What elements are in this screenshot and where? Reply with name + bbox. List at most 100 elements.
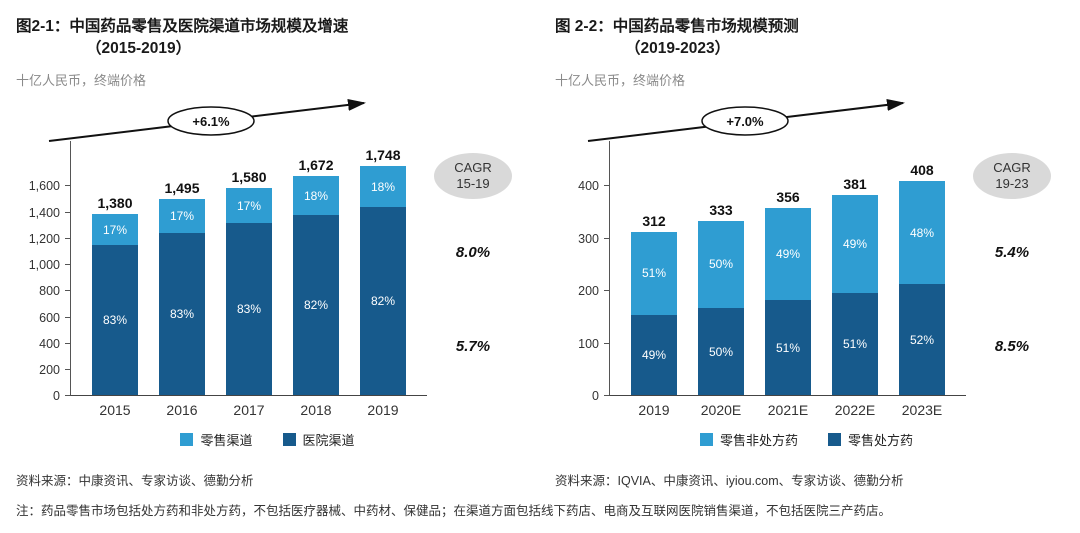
bar-segment-零售处方药: 49%	[631, 315, 677, 396]
bars-area: 312 51% 49% 2019 333 50% 50% 2020E 356 49% 51% 2021…	[609, 141, 966, 418]
bar-2020E: 333 50% 50% 2020E	[698, 202, 744, 418]
bar-total-label: 312	[642, 212, 666, 229]
segment-percent-label: 82%	[370, 294, 396, 309]
y-tick-label: 0	[53, 389, 60, 404]
x-axis-label: 2023E	[901, 402, 943, 419]
segment-percent-label: 18%	[370, 179, 396, 194]
growth-arrow-svg: +7.0%	[587, 99, 905, 143]
legend-swatch	[180, 433, 194, 447]
bar-stack: 18% 82%	[360, 165, 406, 396]
x-axis-label: 2017	[233, 402, 265, 419]
bars-area: 1,380 17% 83% 2015 1,495 17% 83% 2016 1,580 17% 83…	[70, 141, 427, 418]
growth-arrow: +7.0%	[585, 91, 1058, 147]
legend: 零售非处方药 零售处方药	[555, 430, 1058, 449]
y-tick-label: 400	[39, 336, 60, 351]
y-tick-label: 300	[578, 231, 599, 246]
segment-percent-label: 83%	[169, 306, 195, 321]
bar-total-label: 356	[776, 189, 800, 206]
segment-percent-label: 17%	[169, 208, 195, 223]
y-tick-label: 800	[39, 284, 60, 299]
y-tick-mark	[65, 369, 70, 371]
segment-percent-label: 52%	[909, 332, 935, 347]
y-tick-label: 0	[592, 389, 599, 404]
y-tick-mark	[65, 237, 70, 239]
legend-item-零售处方药: 零售处方药	[828, 430, 913, 449]
bar-stack: 17% 83%	[159, 199, 205, 396]
chart-title-years: （2015-2019）	[86, 39, 192, 57]
x-axis-label: 2021E	[767, 402, 809, 419]
bar-stack: 17% 83%	[92, 214, 138, 396]
bar-stack: 17% 83%	[226, 188, 272, 396]
legend-label: 零售渠道	[200, 433, 253, 449]
segment-percent-label: 50%	[708, 344, 734, 359]
y-tick-mark	[65, 264, 70, 266]
segment-percent-label: 51%	[842, 337, 868, 352]
cagr-column: CAGR 19-23 5.4% 8.5%	[966, 141, 1058, 396]
segment-percent-label: 50%	[708, 257, 734, 272]
bar-2022E: 381 49% 51% 2022E	[832, 176, 878, 418]
bar-stack: 50% 50%	[698, 220, 744, 396]
bar-segment-零售处方药: 51%	[765, 300, 811, 396]
segment-percent-label: 82%	[303, 298, 329, 313]
chart-title-years: （2019-2023）	[625, 39, 731, 57]
legend-swatch	[828, 433, 841, 447]
bar-total-label: 408	[910, 162, 934, 179]
bar-segment-零售处方药: 51%	[832, 293, 878, 396]
y-tick-mark	[604, 290, 609, 292]
bar-2019: 1,748 18% 82% 2019	[360, 147, 406, 418]
cagr-value-retail: 8.0%	[455, 244, 491, 262]
y-tick-mark	[604, 395, 609, 397]
bar-segment-医院渠道: 82%	[360, 207, 406, 396]
bar-segment-医院渠道: 83%	[159, 232, 205, 396]
y-tick-label: 1,600	[28, 179, 60, 194]
y-tick-mark	[65, 211, 70, 213]
legend-swatch	[699, 433, 713, 447]
x-axis-label: 2015	[99, 402, 131, 419]
bar-total-label: 1,495	[164, 180, 200, 197]
growth-rate-ellipse	[701, 106, 789, 137]
segment-percent-label: 48%	[909, 225, 935, 240]
segment-percent-label: 49%	[641, 348, 667, 363]
bar-2023E: 408 48% 52% 2023E	[899, 162, 945, 418]
bar-stack: 49% 51%	[765, 208, 811, 396]
cagr-bubble: CAGR 19-23	[973, 153, 1051, 200]
bar-segment-零售渠道: 17%	[226, 188, 272, 224]
segment-percent-label: 17%	[102, 222, 128, 237]
bar-segment-零售渠道: 17%	[159, 199, 205, 233]
cagr-bubble-line1: CAGR	[454, 160, 492, 176]
y-tick-label: 1,000	[28, 258, 60, 273]
y-tick-mark	[604, 185, 609, 187]
plot-area: 0 200 400 600 800 1,000 1,200 1,400 1,600 1,380 1…	[16, 141, 519, 418]
legend-label: 零售处方药	[848, 433, 914, 449]
y-tick-mark	[604, 237, 609, 239]
chart-title: 图2-1：中国药品零售及医院渠道市场规模及增速	[16, 18, 349, 35]
bar-2016: 1,495 17% 83% 2016	[159, 180, 205, 418]
x-axis-label: 2019	[638, 402, 670, 419]
growth-rate-label: +6.1%	[192, 114, 230, 129]
x-axis-label: 2018	[300, 402, 332, 419]
bar-stack: 18% 82%	[293, 175, 339, 396]
bar-segment-医院渠道: 82%	[293, 215, 339, 396]
segment-percent-label: 18%	[303, 188, 329, 203]
y-tick-label: 200	[39, 363, 60, 378]
cagr-value-otc: 5.4%	[994, 244, 1030, 262]
x-axis-label: 2022E	[834, 402, 876, 419]
bar-segment-零售渠道: 17%	[92, 214, 138, 246]
legend-item-零售渠道: 零售渠道	[180, 430, 253, 449]
chart-panel-left: 图2-1：中国药品零售及医院渠道市场规模及增速 （2015-2019） 十亿人民…	[16, 16, 519, 489]
y-tick-mark	[65, 342, 70, 344]
y-axis: 0 200 400 600 800 1,000 1,200 1,400 1,600	[16, 141, 70, 403]
legend-item-医院渠道: 医院渠道	[282, 430, 355, 449]
growth-arrow: +6.1%	[46, 91, 519, 147]
source-line: 资料来源：IQVIA、中康资讯、iyiou.com、专家访谈、德勤分析	[555, 474, 904, 489]
segment-percent-label: 51%	[775, 340, 801, 355]
bar-segment-零售渠道: 18%	[293, 175, 339, 216]
growth-rate-ellipse	[167, 106, 255, 137]
bar-total-label: 1,672	[298, 156, 334, 173]
cagr-bubble-line2: 19-23	[995, 176, 1029, 192]
legend: 零售渠道 医院渠道	[16, 430, 519, 449]
cagr-bubble-line1: CAGR	[993, 160, 1031, 176]
y-tick-label: 100	[578, 336, 599, 351]
legend-swatch	[282, 433, 296, 447]
plot-area: 0 100 200 300 400 312 51% 49% 2019 333 50% 50% 2020…	[555, 141, 1058, 418]
